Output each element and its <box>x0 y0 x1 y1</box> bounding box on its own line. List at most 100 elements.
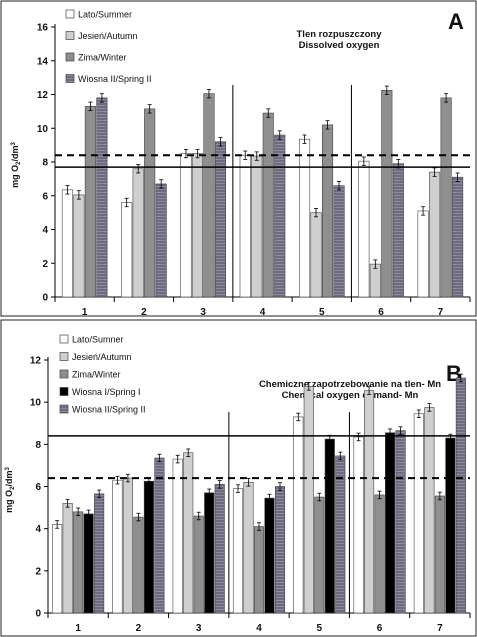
panel-b-bar <box>364 390 375 614</box>
panel-a-y-tick-label: 8 <box>42 158 48 169</box>
panel-b-title: Chemiczne zapotrzebowanie na tlen- Mn <box>259 379 441 390</box>
panel-a-bar <box>214 141 227 298</box>
panel-a-bar <box>251 155 263 298</box>
panel-a-bar <box>155 183 167 298</box>
panel-a-x-tick-label: 6 <box>378 307 384 318</box>
panel-a-legend-swatch <box>65 74 75 83</box>
y-axis-label-main: mg O <box>10 165 20 188</box>
panel-b-bar <box>172 458 183 614</box>
panel-a-y-tick-label: 4 <box>42 225 48 236</box>
panel-a-bar <box>61 189 73 298</box>
panel-b-bar <box>314 496 325 614</box>
panel-b-legend-label: Zima/Winter <box>72 370 121 380</box>
panel-b-x-tick-label: 7 <box>437 623 443 634</box>
panel-b-x-tick-label: 3 <box>196 623 202 634</box>
panel-b-bar <box>143 480 154 614</box>
panel-a-frame <box>0 0 477 317</box>
panel-a-bar <box>298 138 311 298</box>
panel-b-bar <box>154 457 165 614</box>
panel-b-legend-swatch <box>59 352 69 361</box>
panel-a-y-tick-label: 0 <box>42 293 48 304</box>
panel-a-x-tick-label: 4 <box>260 307 266 318</box>
panel-b-bar <box>335 455 346 614</box>
panel-a-legend-label: Zima/Winter <box>78 53 127 63</box>
y-axis-label-unit: /dm <box>10 145 20 161</box>
panel-b-bar <box>62 503 73 614</box>
panel-a-x-tick-label: 7 <box>438 307 444 318</box>
panel-b-bar <box>73 511 84 614</box>
panel-b-bar <box>52 524 63 614</box>
y-axis-label-sub: 2 <box>10 486 16 490</box>
y-axis-label-sup: 3 <box>5 466 11 470</box>
panel-b-bar <box>193 515 204 614</box>
panel-b-legend-swatch <box>59 404 69 414</box>
panel-a-bar <box>144 108 156 298</box>
panel-a-bar <box>333 185 345 298</box>
panel-b-x-tick-label: 4 <box>256 623 262 634</box>
panel-b-bar <box>214 484 225 614</box>
panel-a-bar <box>262 112 274 298</box>
panel-a-bar <box>191 153 204 298</box>
panel-b-bar <box>204 492 215 614</box>
panel-a-letter: A <box>448 9 464 34</box>
panel-a-title: Tlen rozpuszczony <box>297 29 383 40</box>
panel-a-y-tick-label: 14 <box>37 56 49 67</box>
panel-b-bar <box>303 386 314 614</box>
panel-b-x-tick-label: 6 <box>377 623 383 634</box>
panel-a-bar <box>392 163 404 298</box>
panel-b-bar <box>122 477 133 614</box>
y-axis-label-main: mg O <box>4 490 14 513</box>
panel-a-bar <box>310 212 322 298</box>
panel-a-legend-label: Jesień/Autumn <box>78 31 138 41</box>
panel-b-bar <box>324 438 335 614</box>
panel-a-bar <box>369 263 381 298</box>
panel-b-bar <box>83 513 94 614</box>
panel-a-y-tick-label: 10 <box>37 124 49 135</box>
panel-b-bar <box>413 413 424 614</box>
panel-b-y-tick-label: 12 <box>30 356 42 367</box>
panel-a-bar <box>381 89 393 298</box>
panel-b-bar <box>395 430 406 614</box>
panel-a-x-tick-label: 3 <box>200 307 206 318</box>
panel-b-legend-label: Wiosna II/Spring II <box>72 405 146 415</box>
y-axis-label-sup: 3 <box>11 141 17 145</box>
panel-b-bar <box>133 516 144 614</box>
panel-b-x-tick-label: 2 <box>136 623 142 634</box>
panel-a-x-tick-label: 5 <box>319 307 325 318</box>
panel-a-y-tick-label: 12 <box>37 90 49 101</box>
panel-b-x-tick-label: 1 <box>75 623 81 634</box>
panel-b-bar <box>293 416 304 614</box>
panel-a-y-tick-label: 6 <box>42 191 48 202</box>
panel-a-bar <box>417 210 429 298</box>
panel-a-bar <box>321 124 334 298</box>
panel-b-bar <box>434 495 445 614</box>
panel-a-bar <box>132 168 144 298</box>
y-axis-label-text: mg O2/dm3 <box>10 141 22 187</box>
panel-a-legend-swatch <box>65 31 75 40</box>
panel-a-bar <box>73 194 85 298</box>
panel-a-bar <box>274 134 286 298</box>
panel-a-y-tick-label: 2 <box>42 259 48 270</box>
panel-a-legend-label: Wiosna II/Spring II <box>78 74 152 84</box>
panel-b-y-tick-label: 0 <box>35 609 41 620</box>
panel-b-bar <box>183 452 194 614</box>
panel-b-subtitle: Chemical oxygen demand- Mn <box>282 390 419 401</box>
panel-b-y-tick-label: 2 <box>35 566 41 577</box>
panel-b-legend-label: Lato/Sumner <box>72 335 124 345</box>
y-axis-label-sub: 2 <box>16 161 22 165</box>
panel-b-bar <box>455 377 466 614</box>
panel-b-bar <box>232 488 244 614</box>
panel-a-bar <box>96 97 108 298</box>
panel-b-bar <box>94 493 105 614</box>
panel-a-x-tick-label: 1 <box>82 307 88 318</box>
panel-b-bar <box>385 432 396 614</box>
panel-a-legend-label: Lato/Summer <box>78 10 132 20</box>
panel-b-bar <box>445 437 456 614</box>
panel-b-bar <box>243 481 254 614</box>
panel-b-bar <box>353 436 364 614</box>
panel-b-legend-label: Jesień/Autumn <box>72 352 132 362</box>
panel-b-y-tick-label: 4 <box>35 524 41 535</box>
